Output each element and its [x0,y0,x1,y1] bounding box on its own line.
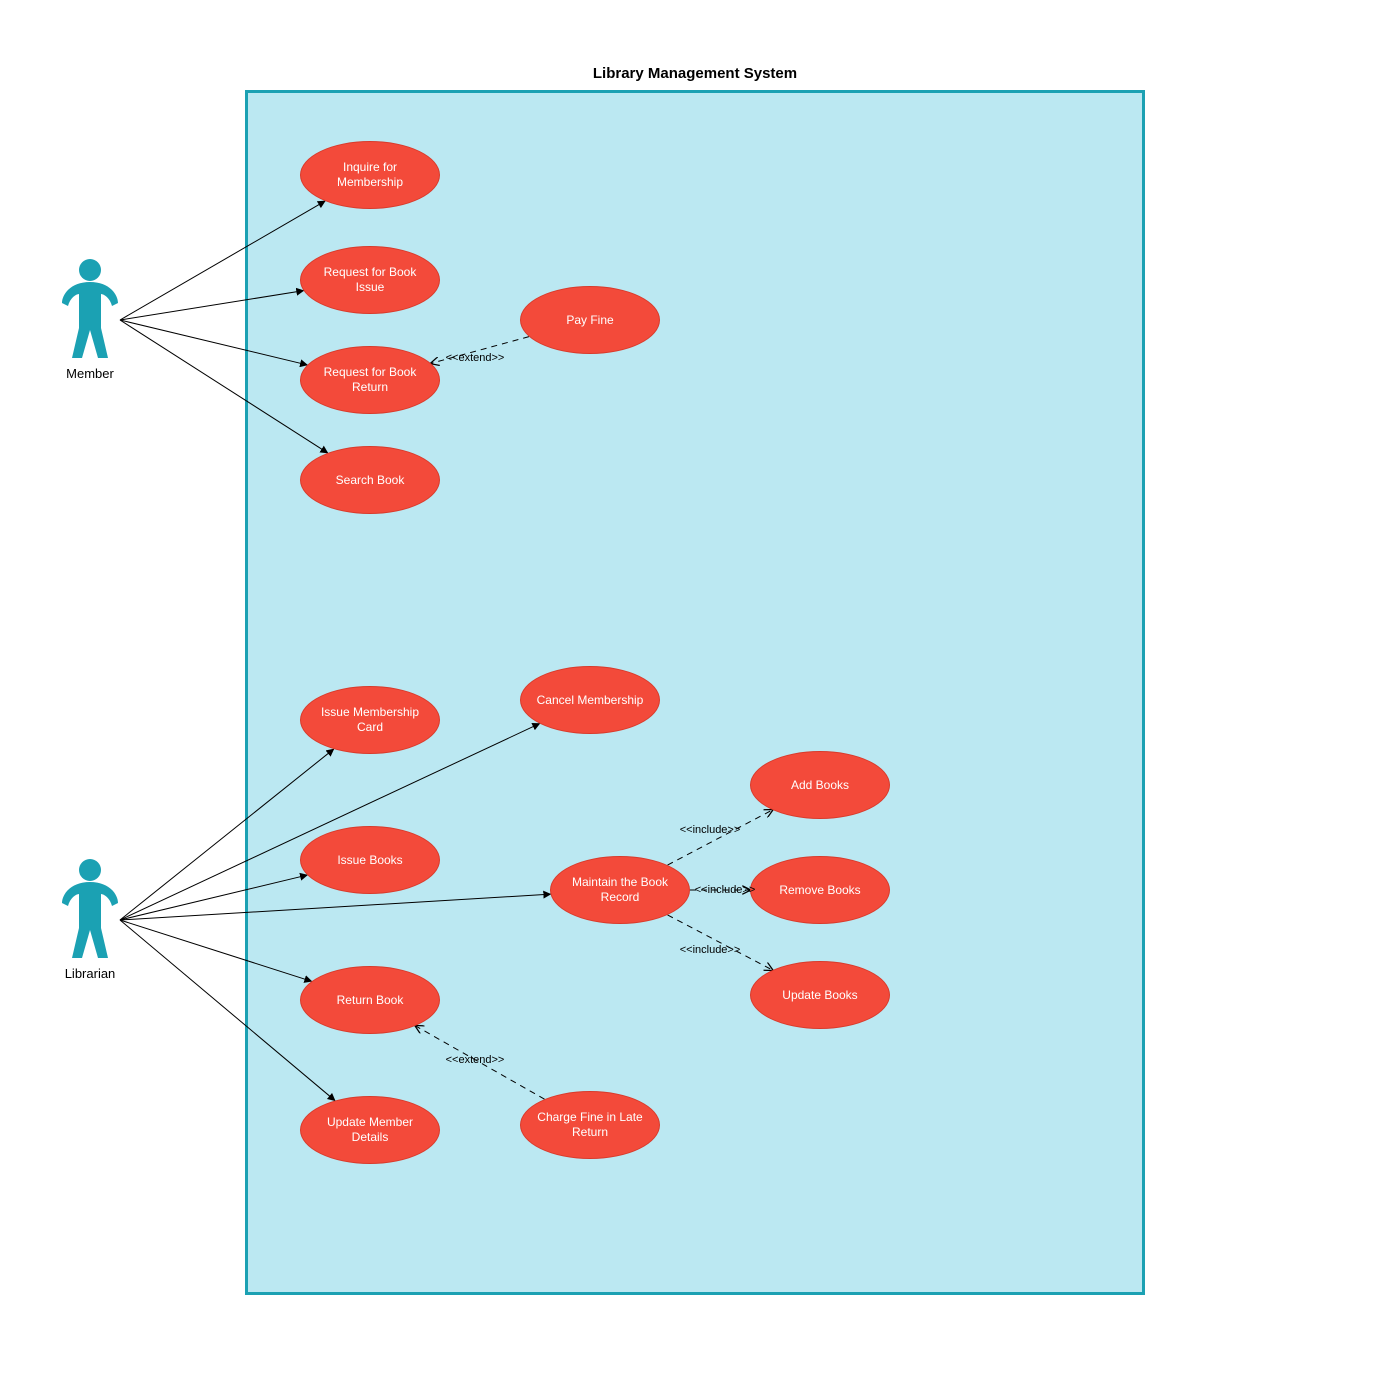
usecase-label: Charge Fine in Late Return [529,1110,651,1140]
actor-label-librarian: Librarian [65,966,116,981]
usecase-label: Request for Book Issue [309,265,431,295]
usecase-label: Remove Books [779,883,860,898]
usecase-cancel_mem: Cancel Membership [520,666,660,734]
actor-member [62,259,118,358]
edge-label: <<extend>> [446,352,505,364]
usecase-inquire: Inquire for Membership [300,141,440,209]
usecase-update_member: Update Member Details [300,1096,440,1164]
usecase-label: Return Book [337,993,404,1008]
usecase-label: Cancel Membership [537,693,644,708]
usecase-return_book: Return Book [300,966,440,1034]
edge-label: <<extend>> [446,1054,505,1066]
usecase-label: Search Book [336,473,405,488]
edge-label: <<include>> [680,944,741,956]
actor-label-member: Member [66,366,114,381]
usecase-maintain: Maintain the Book Record [550,856,690,924]
usecase-label: Maintain the Book Record [559,875,681,905]
usecase-pay_fine: Pay Fine [520,286,660,354]
usecase-label: Issue Books [337,853,402,868]
usecase-issue_card: Issue Membership Card [300,686,440,754]
usecase-update_books: Update Books [750,961,890,1029]
usecase-req_issue: Request for Book Issue [300,246,440,314]
actor-librarian [62,859,118,958]
usecase-req_return: Request for Book Return [300,346,440,414]
diagram-canvas: Library Management System Member Libraria… [0,0,1395,1400]
usecase-label: Request for Book Return [309,365,431,395]
usecase-issue_books: Issue Books [300,826,440,894]
usecase-search_book: Search Book [300,446,440,514]
edge-label: <<include>> [680,824,741,836]
edge-label: <<include>> [695,884,756,896]
usecase-remove_books: Remove Books [750,856,890,924]
usecase-label: Update Member Details [309,1115,431,1145]
usecase-label: Issue Membership Card [309,705,431,735]
usecase-add_books: Add Books [750,751,890,819]
usecase-label: Inquire for Membership [309,160,431,190]
usecase-charge_fine: Charge Fine in Late Return [520,1091,660,1159]
usecase-label: Add Books [791,778,849,793]
diagram-title: Library Management System [593,65,797,82]
usecase-label: Pay Fine [566,313,613,328]
usecase-label: Update Books [782,988,857,1003]
